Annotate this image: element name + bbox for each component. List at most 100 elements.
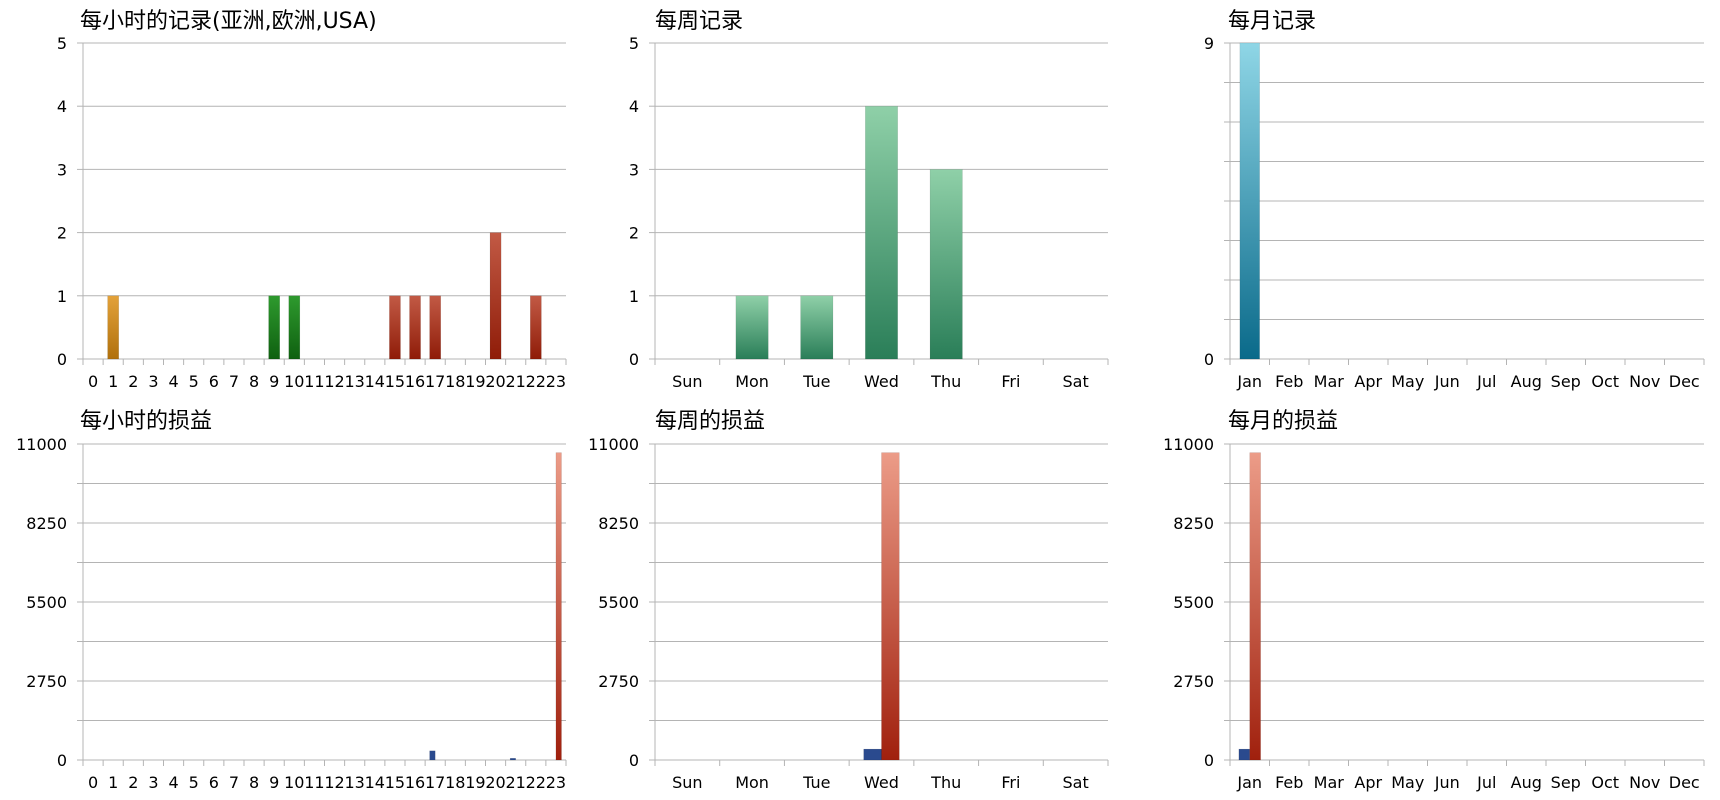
x-tick-label: 6 bbox=[209, 773, 219, 792]
x-tick-label: 18 bbox=[445, 372, 465, 391]
x-tick-label: Sat bbox=[1063, 372, 1089, 391]
bar bbox=[929, 169, 963, 360]
y-tick-label: 2750 bbox=[598, 672, 639, 691]
chart-title: 每月记录 bbox=[1228, 9, 1316, 34]
bar bbox=[1239, 42, 1260, 360]
x-tick-label: Fri bbox=[1001, 372, 1020, 391]
x-tick-label: 12 bbox=[324, 372, 344, 391]
x-tick-label: 22 bbox=[526, 372, 546, 391]
x-tick-label: Oct bbox=[1591, 372, 1619, 391]
x-tick-label: 16 bbox=[405, 773, 425, 792]
bar bbox=[429, 750, 436, 761]
y-tick-label: 9 bbox=[1204, 34, 1214, 53]
x-tick-label: 8 bbox=[249, 773, 259, 792]
x-tick-label: 21 bbox=[506, 773, 526, 792]
chart-monthly-pnl: 每月的损益 0 2750 5500 8250 11000 Jan Feb Mar Apr May J… bbox=[1163, 409, 1705, 792]
x-tick-label: 14 bbox=[365, 773, 385, 792]
y-tick-label: 5500 bbox=[598, 593, 639, 612]
x-tick-label: May bbox=[1391, 372, 1424, 391]
chart-weekly-records: 每周记录 0 1 2 3 4 5 Sun Mon Tue Wed Thu Fri Sat bbox=[629, 9, 1109, 391]
x-tick-label: 1 bbox=[108, 773, 118, 792]
x-tick-label: 20 bbox=[485, 773, 505, 792]
y-tick-label: 4 bbox=[629, 97, 639, 116]
y-tick-label: 3 bbox=[57, 160, 67, 179]
x-tick-label: Thu bbox=[930, 773, 961, 792]
x-tick-label: 8 bbox=[249, 372, 259, 391]
chart-monthly-records: 每月记录 0 9 Jan Feb Mar Apr May Jun Jul Aug Sep Oct Nov… bbox=[1204, 9, 1705, 391]
x-tick-label: 23 bbox=[546, 372, 566, 391]
x-tick-label: Jun bbox=[1434, 773, 1460, 792]
x-tick-label: 20 bbox=[485, 372, 505, 391]
y-tick-label: 0 bbox=[1204, 350, 1214, 369]
x-tick-label: Feb bbox=[1275, 773, 1303, 792]
x-tick-label: Jun bbox=[1434, 372, 1460, 391]
x-tick-label: Mar bbox=[1314, 372, 1345, 391]
y-tick-label: 4 bbox=[57, 97, 67, 116]
x-tick-label: 10 bbox=[284, 773, 304, 792]
x-tick-label: May bbox=[1391, 773, 1424, 792]
y-tick-label: 5500 bbox=[1173, 593, 1214, 612]
bar bbox=[409, 295, 421, 360]
x-tick-label: Oct bbox=[1591, 773, 1619, 792]
x-tick-label: Aug bbox=[1511, 773, 1542, 792]
chart-title: 每月的损益 bbox=[1228, 409, 1338, 434]
x-tick-label: Sun bbox=[672, 372, 702, 391]
bar bbox=[268, 295, 280, 360]
x-tick-label: 7 bbox=[229, 773, 239, 792]
x-tick-label: Nov bbox=[1629, 372, 1660, 391]
x-tick-label: 14 bbox=[365, 372, 385, 391]
x-tick-label: 4 bbox=[168, 372, 178, 391]
x-tick-label: 23 bbox=[546, 773, 566, 792]
chart-title: 每小时的损益 bbox=[80, 409, 212, 434]
x-tick-label: 5 bbox=[189, 372, 199, 391]
x-tick-label: Apr bbox=[1354, 372, 1382, 391]
x-tick-label: 0 bbox=[88, 773, 98, 792]
x-tick-label: Thu bbox=[930, 372, 961, 391]
y-tick-label: 8250 bbox=[1173, 514, 1214, 533]
x-tick-label: 0 bbox=[88, 372, 98, 391]
y-tick-label: 0 bbox=[57, 350, 67, 369]
x-tick-label: Feb bbox=[1275, 372, 1303, 391]
x-tick-label: 12 bbox=[324, 773, 344, 792]
bar bbox=[288, 295, 301, 360]
x-tick-label: Apr bbox=[1354, 773, 1382, 792]
x-tick-label: 11 bbox=[304, 773, 324, 792]
x-tick-label: Jul bbox=[1476, 372, 1496, 391]
x-tick-label: Dec bbox=[1669, 372, 1700, 391]
x-tick-label: 2 bbox=[128, 372, 138, 391]
x-tick-label: 19 bbox=[465, 372, 485, 391]
y-tick-label: 11000 bbox=[1163, 435, 1214, 454]
y-tick-label: 5 bbox=[629, 34, 639, 53]
x-tick-label: 9 bbox=[269, 372, 279, 391]
y-tick-label: 1 bbox=[629, 287, 639, 306]
y-tick-label: 11000 bbox=[16, 435, 67, 454]
y-tick-label: 2750 bbox=[1173, 672, 1214, 691]
chart-title: 每周的损益 bbox=[655, 409, 765, 434]
x-tick-label: 1 bbox=[108, 372, 118, 391]
y-tick-label: 0 bbox=[57, 751, 67, 770]
x-tick-label: 16 bbox=[405, 372, 425, 391]
bar bbox=[489, 232, 502, 360]
x-tick-label: 3 bbox=[148, 773, 158, 792]
x-tick-label: 17 bbox=[425, 773, 445, 792]
y-tick-label: 2750 bbox=[26, 672, 67, 691]
x-tick-label: Sat bbox=[1063, 773, 1089, 792]
x-tick-label: 17 bbox=[425, 372, 445, 391]
x-tick-label: Tue bbox=[802, 372, 830, 391]
chart-weekly-pnl: 每周的损益 0 2750 5500 8250 11000 Sun Mon Tue Wed Thu F… bbox=[588, 409, 1109, 792]
y-tick-label: 0 bbox=[629, 751, 639, 770]
bar bbox=[530, 295, 542, 360]
y-tick-label: 8250 bbox=[26, 514, 67, 533]
x-tick-label: Nov bbox=[1629, 773, 1660, 792]
x-tick-label: Sun bbox=[672, 773, 702, 792]
x-tick-label: 18 bbox=[445, 773, 465, 792]
bar bbox=[389, 295, 401, 360]
x-tick-label: Wed bbox=[864, 773, 899, 792]
x-tick-label: 21 bbox=[506, 372, 526, 391]
x-tick-label: Mon bbox=[735, 773, 769, 792]
x-tick-label: 22 bbox=[526, 773, 546, 792]
x-tick-label: Aug bbox=[1511, 372, 1542, 391]
bar bbox=[1249, 452, 1261, 761]
y-tick-label: 2 bbox=[629, 224, 639, 243]
